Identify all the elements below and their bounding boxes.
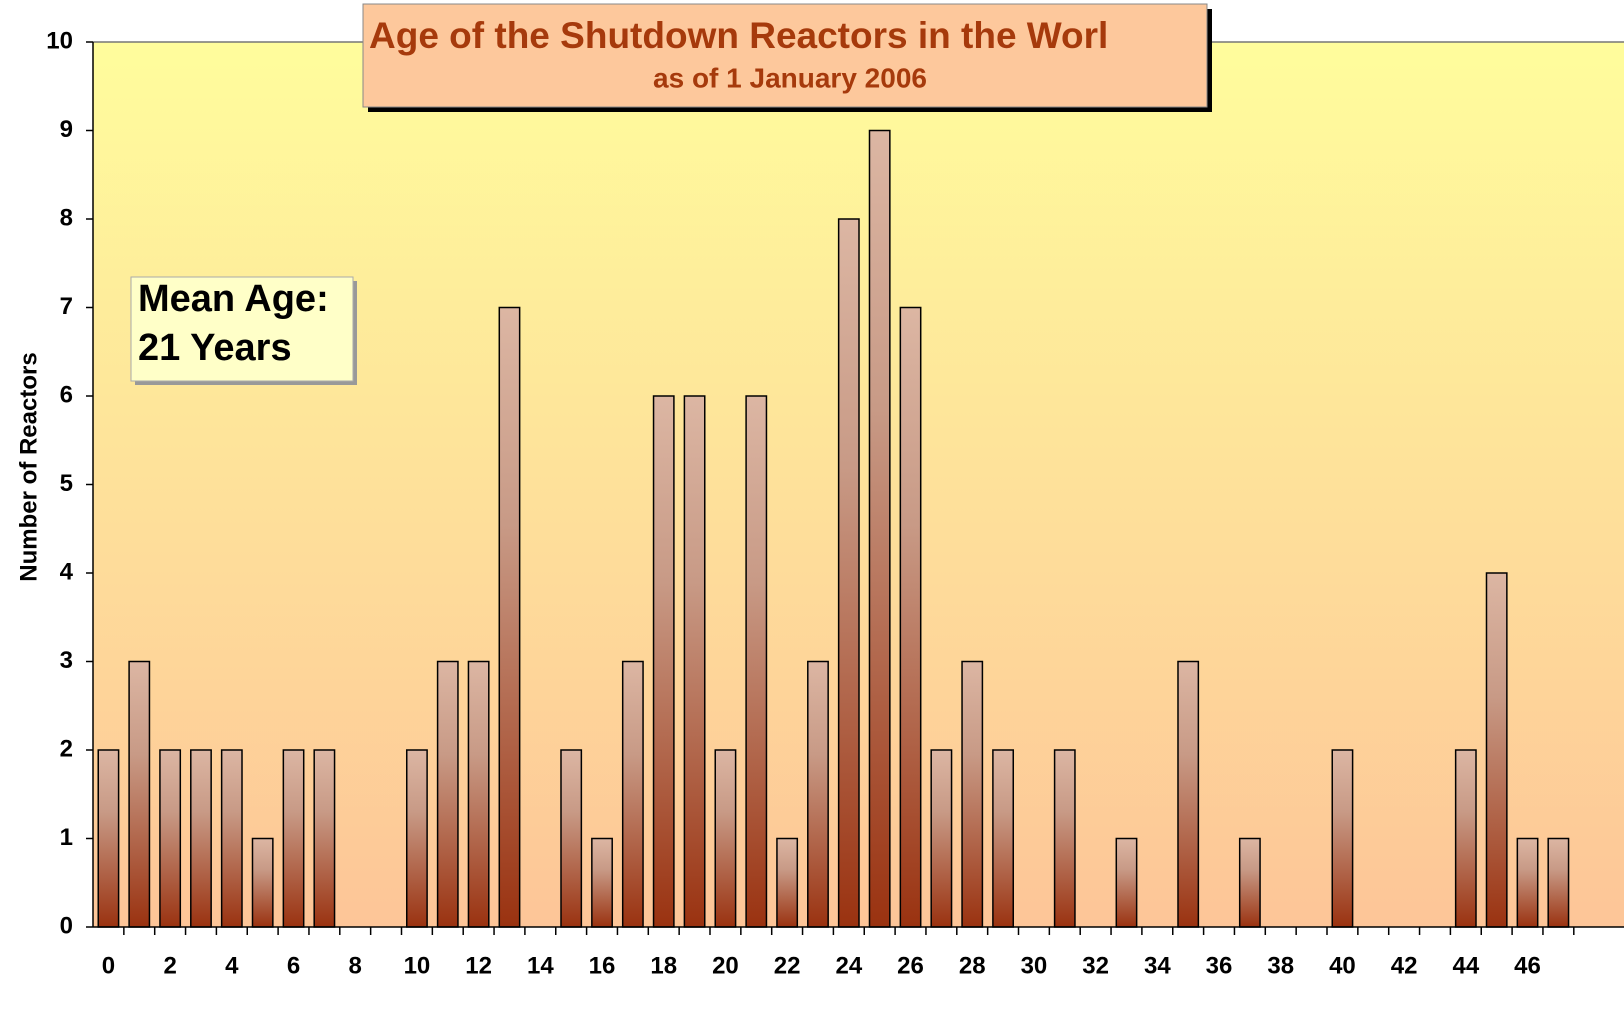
bar (652, 395, 675, 928)
bar (961, 660, 984, 928)
bar (1331, 749, 1354, 928)
bar (282, 749, 305, 928)
bar (313, 749, 336, 928)
bar (1454, 749, 1477, 928)
x-tick-label: 4 (225, 952, 239, 979)
x-tick-label: 26 (897, 952, 924, 979)
bar (930, 749, 953, 928)
x-tick-label: 20 (712, 952, 739, 979)
y-tick-label: 7 (60, 293, 73, 320)
x-tick-label: 14 (527, 952, 554, 979)
bar (97, 749, 120, 928)
x-tick-label: 2 (163, 952, 176, 979)
bar (1516, 837, 1539, 928)
bar (899, 306, 922, 928)
x-tick-label: 24 (835, 952, 862, 979)
x-tick-label: 34 (1144, 952, 1171, 979)
x-tick-label: 44 (1452, 952, 1479, 979)
x-tick-label: 16 (589, 952, 616, 979)
bar (1547, 837, 1570, 928)
x-tick-label: 6 (287, 952, 300, 979)
y-tick-label: 1 (60, 824, 73, 851)
bar (220, 749, 243, 928)
x-tick-label: 30 (1021, 952, 1048, 979)
annotation-box (130, 276, 354, 382)
x-tick-label: 36 (1206, 952, 1233, 979)
bar (1485, 572, 1508, 928)
bar (498, 306, 521, 928)
bar (560, 749, 583, 928)
x-tick-label: 18 (650, 952, 677, 979)
bar (190, 749, 212, 928)
x-tick-label: 22 (774, 952, 801, 979)
x-tick-label: 40 (1329, 952, 1356, 979)
y-tick-label: 0 (60, 912, 73, 939)
y-tick-label: 8 (60, 204, 73, 231)
bar (745, 395, 768, 928)
annotation: 21 Years (138, 327, 292, 369)
bar (1115, 837, 1138, 928)
x-tick-label: 12 (465, 952, 492, 979)
bar (1238, 837, 1261, 928)
x-tick-label: 32 (1082, 952, 1109, 979)
bar (128, 660, 151, 928)
bar (467, 660, 490, 928)
x-tick-label: 8 (349, 952, 362, 979)
bar (1177, 660, 1200, 928)
bar (683, 395, 706, 928)
y-tick-label: 6 (60, 381, 73, 408)
y-tick-label: 4 (60, 558, 74, 585)
bar (1053, 749, 1076, 928)
chart-subtitle: as of 1 January 2006 (653, 62, 927, 93)
x-tick-label: 10 (404, 952, 431, 979)
bar (251, 837, 274, 928)
x-tick-label: 42 (1391, 952, 1418, 979)
y-tick-label: 5 (60, 470, 73, 497)
bar (776, 837, 799, 928)
x-tick-label: 0 (102, 952, 115, 979)
x-tick-label: 46 (1514, 952, 1541, 979)
y-tick-label: 9 (60, 116, 73, 143)
chart-title: Age of the Shutdown Reactors in the Worl (369, 15, 1108, 56)
bar (621, 660, 644, 928)
bar (159, 749, 182, 928)
x-tick-label: 28 (959, 952, 986, 979)
bar (714, 749, 737, 928)
bar (837, 218, 860, 928)
x-tick-label: 38 (1267, 952, 1294, 979)
annotation: Mean Age: (138, 278, 329, 320)
bar (405, 749, 428, 928)
bar (868, 129, 891, 928)
y-tick-label: 10 (46, 27, 73, 54)
y-axis-label: Number of Reactors (15, 352, 42, 581)
bar (807, 660, 829, 928)
bar (591, 837, 613, 928)
bar (436, 660, 459, 928)
bar (992, 749, 1015, 928)
y-tick-label: 2 (60, 735, 73, 762)
title-box (362, 3, 1208, 108)
y-tick-label: 3 (60, 647, 73, 674)
